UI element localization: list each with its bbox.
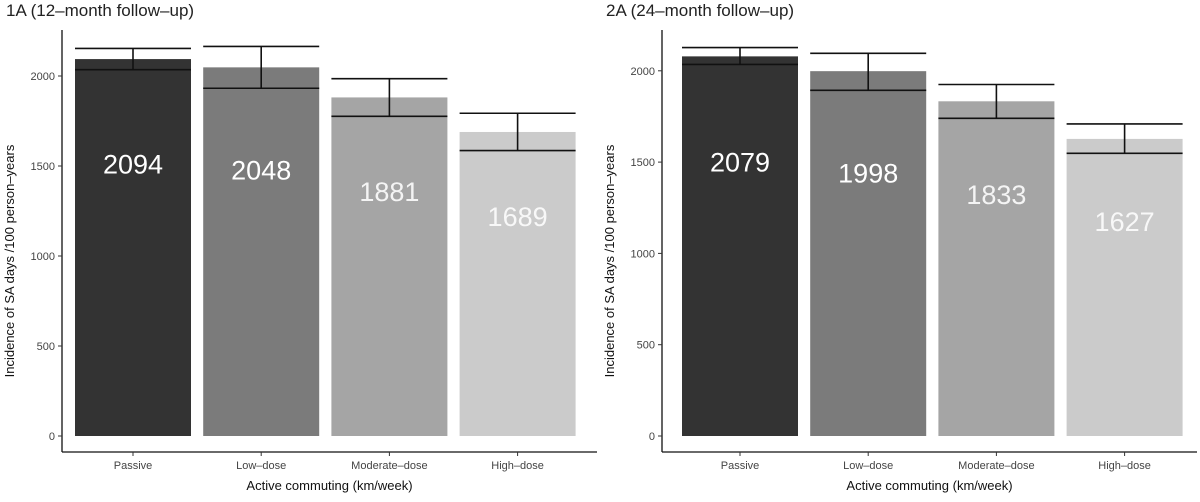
bar-3 — [459, 131, 576, 437]
error-bar-3 — [1066, 123, 1183, 155]
bar-value-label-2: 1833 — [966, 180, 1026, 210]
y-tick-label-1: 500 — [37, 341, 55, 353]
x-tick-label-0: Passive — [114, 460, 153, 472]
y-tick-label-0: 0 — [49, 431, 55, 443]
error-bar-3 — [459, 112, 576, 152]
bar-2 — [331, 97, 448, 437]
x-tick-label-1: Low–dose — [236, 460, 286, 472]
y-axis-label: Incidence of SA days /100 person–years — [2, 144, 17, 377]
error-bar-0 — [75, 47, 191, 71]
y-tick-label-4: 2000 — [631, 66, 655, 78]
chart-panel-1a: 1A (12–month follow–up) Incidence of SA d… — [2, 1, 597, 493]
x-tick-label-0: Passive — [721, 460, 760, 472]
error-bar-2 — [331, 77, 448, 118]
x-axis-label: Active commuting (km/week) — [246, 478, 412, 493]
x-tick-label-2: Moderate–dose — [351, 460, 427, 472]
bar-1 — [810, 71, 927, 437]
chart-1a-svg: 1A (12–month follow–up) Incidence of SA d… — [2, 1, 597, 493]
error-bar-1 — [203, 45, 320, 90]
y-tick-label-4: 2000 — [31, 71, 55, 83]
bar-0 — [75, 59, 191, 436]
bar-value-label-1: 1998 — [838, 158, 898, 188]
chart-2a-svg: 2A (24–month follow–up) Incidence of SA d… — [602, 1, 1197, 493]
y-tick-label-3: 1500 — [31, 161, 55, 173]
error-bar-2 — [938, 83, 1055, 120]
bar-3 — [1066, 138, 1183, 437]
error-bar-0 — [682, 46, 798, 66]
bar-2 — [938, 101, 1055, 437]
bar-value-label-0: 2079 — [710, 148, 770, 178]
x-tick-label-2: Moderate–dose — [958, 460, 1034, 472]
chart-title: 2A (24–month follow–up) — [606, 1, 794, 20]
y-tick-label-0: 0 — [649, 431, 655, 443]
x-tick-label-3: High–dose — [1098, 460, 1151, 472]
y-tick-label-2: 1000 — [631, 248, 655, 260]
x-axis-label: Active commuting (km/week) — [846, 478, 1012, 493]
y-tick-label-1: 500 — [637, 340, 655, 352]
bar-value-label-3: 1627 — [1095, 207, 1155, 237]
y-tick-label-2: 1000 — [31, 251, 55, 263]
chart-panel-2a: 2A (24–month follow–up) Incidence of SA d… — [600, 0, 1200, 502]
x-tick-label-3: High–dose — [491, 460, 544, 472]
bar-1 — [203, 67, 320, 437]
x-tick-label-1: Low–dose — [843, 460, 893, 472]
y-tick-label-3: 1500 — [631, 157, 655, 169]
error-bar-1 — [810, 52, 927, 92]
bar-value-label-1: 2048 — [231, 156, 291, 186]
bar-value-label-2: 1881 — [359, 177, 419, 207]
bar-value-label-3: 1689 — [488, 202, 548, 232]
bar-0 — [682, 56, 798, 436]
y-axis-label: Incidence of SA days /100 person–years — [602, 144, 617, 377]
bar-value-label-0: 2094 — [103, 150, 163, 180]
chart-title: 1A (12–month follow–up) — [6, 1, 194, 20]
